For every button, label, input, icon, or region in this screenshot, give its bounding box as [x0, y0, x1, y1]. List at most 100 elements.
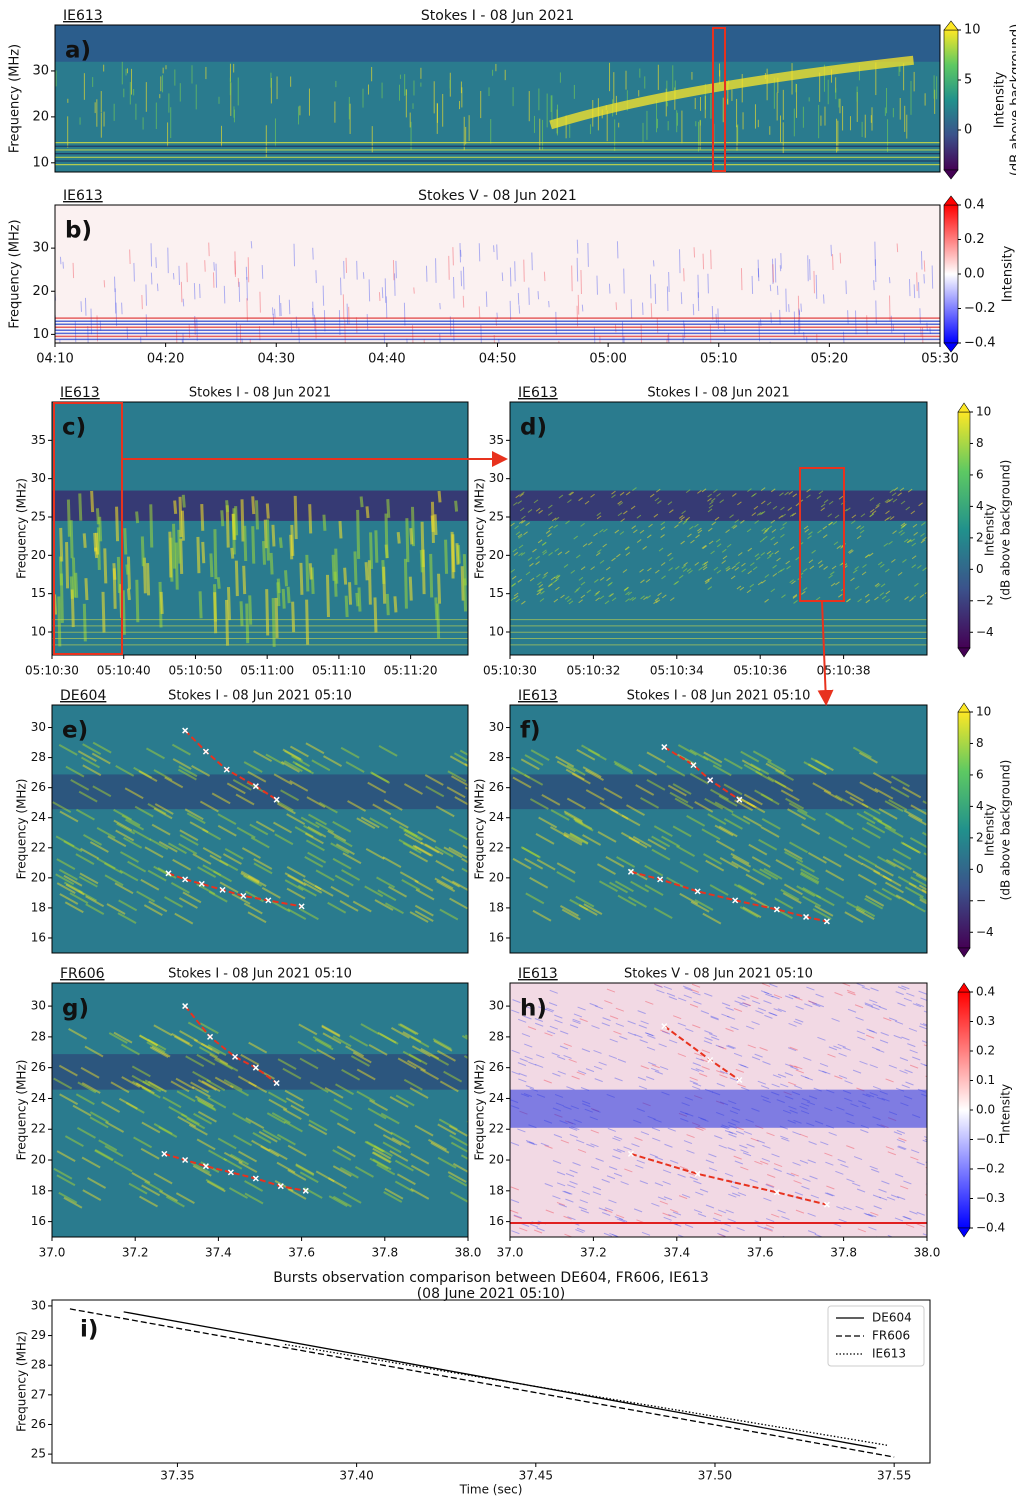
- spectrogram-texture: [843, 1206, 852, 1211]
- spectrogram-texture: [654, 984, 663, 989]
- spectrogram-texture: [728, 1193, 737, 1198]
- spectrogram-texture: [733, 1008, 743, 1012]
- spectrogram-texture: [513, 595, 519, 600]
- spectrogram-texture: [846, 901, 866, 914]
- spectrogram-texture: [191, 765, 211, 777]
- spectrogram-texture: [677, 744, 697, 756]
- spectrogram-texture: [824, 1152, 833, 1157]
- spectrogram-texture: [783, 848, 803, 860]
- spectrogram-texture: [872, 771, 892, 784]
- spectrogram-texture: [517, 292, 520, 305]
- spectrogram-texture: [460, 566, 465, 601]
- spectrogram-texture: [741, 995, 750, 999]
- spectrogram-texture: [103, 862, 123, 874]
- spectrogram-texture: [587, 243, 589, 267]
- spectrogram-texture: [792, 593, 798, 598]
- spectrogram-texture: [559, 1045, 569, 1050]
- spectrogram-texture: [830, 582, 836, 587]
- y-tick-label: 30: [31, 1298, 46, 1312]
- spectrogram-texture: [172, 758, 192, 770]
- spectrogram-texture: [223, 285, 226, 304]
- spectrogram-texture: [859, 1060, 868, 1065]
- spectrogram: [52, 402, 468, 655]
- spectrogram-texture: [534, 1063, 544, 1068]
- spectrogram-texture: [436, 1049, 456, 1062]
- spectrogram-texture: [651, 835, 671, 848]
- spectrogram-texture: [737, 1083, 746, 1088]
- spectrogram-texture: [802, 568, 808, 573]
- spectrogram-texture: [225, 599, 230, 646]
- spectrogram-texture: [448, 1174, 468, 1187]
- spectrogram-texture: [690, 900, 710, 913]
- spectrogram-texture: [272, 307, 274, 316]
- spectrogram-texture: [759, 1047, 768, 1051]
- spectrogram-texture: [78, 875, 98, 888]
- spectrogram-texture: [646, 595, 651, 599]
- spectrogram-texture: [556, 1201, 566, 1206]
- spectrogram-texture: [909, 1064, 919, 1069]
- spectrogram-texture: [918, 282, 920, 299]
- spectrogram-texture: [734, 566, 740, 571]
- spectrogram-texture: [576, 1139, 585, 1144]
- spectrogram-texture: [310, 567, 315, 594]
- spectrogram-texture: [308, 563, 313, 580]
- spectrogram-texture: [240, 1053, 260, 1066]
- spectrogram-texture: [598, 1061, 607, 1066]
- spectrogram-texture: [767, 760, 787, 773]
- spectrogram-texture: [238, 281, 241, 302]
- spectrogram-texture: [739, 906, 759, 918]
- spectrogram-texture: [661, 835, 681, 848]
- spectrogram-texture: [63, 840, 83, 853]
- spectrogram-texture: [553, 524, 558, 529]
- spectrogram-texture: [580, 1209, 590, 1214]
- spectrogram-texture: [639, 1039, 648, 1044]
- burst-point: [657, 876, 664, 883]
- spectrogram-texture: [548, 300, 550, 308]
- spectrogram-texture: [864, 593, 870, 598]
- spectrogram-texture: [725, 1006, 734, 1011]
- spectrogram-texture: [765, 762, 785, 775]
- spectrogram-texture: [869, 999, 878, 1004]
- spectrogram-texture: [719, 857, 739, 869]
- spectrogram-texture: [885, 568, 890, 573]
- spectrogram-texture: [769, 983, 778, 988]
- spectrogram-texture: [661, 1030, 671, 1035]
- burst-point: [198, 880, 205, 887]
- spectrogram-texture: [332, 820, 352, 833]
- spectrogram-texture: [291, 755, 311, 768]
- spectrogram-texture: [539, 598, 545, 602]
- spectrogram-texture: [885, 510, 890, 515]
- spectrogram-texture: [334, 874, 354, 887]
- burst-point: [227, 1169, 234, 1176]
- spectrogram-texture: [869, 508, 875, 513]
- spectrogram-texture: [578, 904, 598, 916]
- spectrogram-texture: [578, 599, 583, 604]
- spectrogram-texture: [370, 771, 390, 783]
- spectrogram-texture: [268, 1098, 288, 1111]
- legend-box: [827, 1305, 925, 1367]
- spectrogram-texture: [332, 1149, 352, 1161]
- spectrogram-texture: [889, 516, 895, 520]
- spectrogram-texture: [529, 562, 534, 567]
- spectrogram-texture: [623, 1146, 632, 1151]
- spectrogram-texture: [865, 894, 885, 907]
- spectrogram-texture: [903, 1180, 912, 1185]
- colorbar: [943, 204, 959, 344]
- spectrogram-texture: [707, 508, 713, 513]
- spectrogram-texture: [56, 858, 76, 871]
- y-axis-label: Frequency (MHz): [8, 219, 23, 328]
- spectrogram-texture: [688, 569, 693, 574]
- spectrogram-texture: [371, 1151, 391, 1164]
- spectrogram-texture: [441, 875, 461, 888]
- spectrogram-texture: [284, 1089, 304, 1102]
- spectrogram-texture: [684, 987, 693, 992]
- spectrogram-texture: [912, 523, 918, 528]
- spectrogram-texture: [915, 1003, 925, 1008]
- spectrogram-texture: [732, 1192, 741, 1197]
- spectrogram-texture: [219, 1059, 239, 1072]
- spectrogram-texture: [566, 764, 586, 776]
- spectrogram-texture: [520, 846, 540, 858]
- spectrogram-texture: [149, 1046, 169, 1058]
- spectrogram-texture: [511, 583, 516, 588]
- spectrogram-texture: [678, 519, 683, 524]
